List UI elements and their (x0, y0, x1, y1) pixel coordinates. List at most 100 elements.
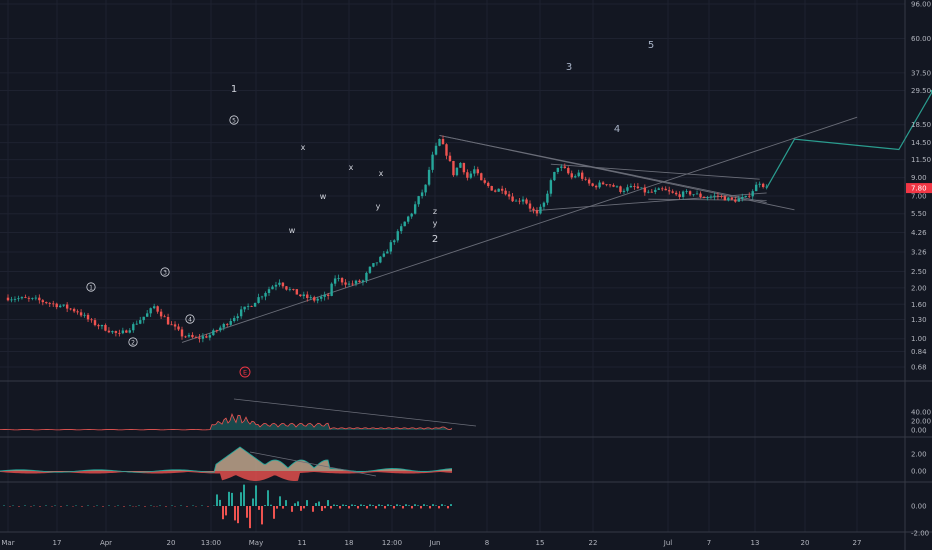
histogram-bar (423, 504, 425, 506)
candle-body (288, 288, 292, 290)
candle-body (528, 203, 532, 209)
price-tick-13: 2.00 (911, 284, 927, 292)
candle-body (187, 334, 191, 337)
candle-body (654, 189, 657, 193)
candle-body (581, 172, 584, 179)
candle-body (647, 191, 650, 193)
panel1-tick-1: 20.00 (911, 418, 931, 426)
candle-body (427, 169, 431, 185)
histogram-bar (360, 504, 362, 506)
candle-body (118, 332, 121, 334)
candle-body (323, 294, 326, 297)
histogram-bar (306, 500, 308, 506)
histogram-bar (246, 506, 248, 518)
price-axis[interactable]: 96.00 60.00 37.50 29.50 18.50 14.50 11.50 9.00 7… (906, 1, 932, 538)
candle-body (626, 187, 629, 191)
candle-body (386, 251, 389, 254)
candle-body (93, 320, 97, 326)
price-tick-7: 9.00 (911, 174, 927, 182)
histogram-bar (294, 503, 296, 506)
candle-body (400, 226, 403, 232)
candle-body (65, 304, 69, 309)
histogram-bar (426, 505, 428, 506)
indicator-marker: E (243, 369, 247, 377)
price-tick-4: 18.50 (911, 121, 931, 129)
time-tick-1: 17 (53, 539, 62, 547)
wave-minor-3-circle (160, 267, 170, 277)
candle-body (692, 194, 695, 196)
histogram-bar (333, 504, 335, 506)
histogram-bar (366, 506, 368, 509)
time-tick-9: Jun (429, 539, 441, 547)
time-axis[interactable]: Mar 17 Apr 20 13:00 May 11 18 12:00 Jun 8 15 22 Jul 7 1… (1, 539, 861, 547)
time-tick-7: 18 (345, 539, 354, 547)
histogram-bar (279, 496, 281, 506)
candle-body (730, 197, 734, 200)
histogram-bar (219, 499, 221, 506)
time-tick-4: 13:00 (201, 539, 221, 547)
candle-body (417, 196, 420, 205)
histogram-bar (438, 506, 440, 509)
candle-body (737, 198, 740, 202)
candle-body (163, 316, 166, 318)
candle-body (24, 297, 27, 298)
histogram-bar (300, 506, 302, 511)
candle-body (83, 314, 86, 316)
candle-body (365, 272, 368, 281)
time-tick-17: 27 (853, 539, 862, 547)
histogram-bar (252, 498, 254, 506)
price-tick-9: 5.50 (911, 210, 927, 218)
price-tick-8: 7.00 (911, 193, 927, 201)
candle-body (253, 302, 257, 307)
candle-body (612, 185, 615, 187)
candle-body (751, 191, 754, 197)
histogram-bar (264, 505, 266, 506)
histogram-bar (384, 506, 386, 509)
candle-body (678, 194, 681, 197)
candle-body (257, 297, 260, 303)
candle-body (549, 180, 553, 194)
candle-body (55, 303, 58, 308)
wave-correction-3: x (379, 169, 384, 178)
price-tick-1: 60.00 (911, 35, 931, 43)
current-price-box (906, 183, 932, 194)
candle-body (38, 297, 41, 301)
candle-body (184, 336, 187, 338)
candle-body (431, 154, 434, 170)
price-tick-12: 2.50 (911, 268, 927, 276)
histogram-bar (324, 506, 326, 509)
histogram-bar (420, 506, 422, 509)
wave-correction-7: y (433, 219, 438, 228)
trendline-major-support (181, 116, 858, 343)
time-tick-0: Mar (1, 539, 14, 547)
histogram-bar (429, 506, 431, 509)
candle-body (702, 197, 706, 199)
candle-body (299, 294, 302, 297)
time-tick-15: 13 (751, 539, 760, 547)
projection-line (766, 91, 932, 189)
candle-body (236, 316, 239, 319)
histogram-bar (390, 505, 392, 506)
candle-body (191, 334, 194, 338)
candle-body (636, 186, 640, 189)
histogram-bar (402, 506, 404, 509)
candle-body (170, 324, 173, 326)
candle-body (497, 188, 500, 192)
price-tick-14: 1.60 (911, 301, 927, 309)
candle-body (570, 173, 573, 178)
wave-correction-4: w (320, 192, 327, 201)
candle-body (104, 324, 107, 331)
candle-body (347, 283, 351, 285)
time-tick-11: 15 (536, 539, 545, 547)
candle-body (354, 280, 358, 284)
candle-body (640, 187, 643, 189)
candle-body (650, 191, 653, 193)
candle-body (441, 139, 445, 145)
wave-correction-1: w (289, 226, 296, 235)
candle-body (125, 330, 128, 333)
candle-body (34, 297, 38, 299)
candle-body (27, 297, 31, 299)
histogram-bar (237, 506, 239, 524)
oscillator-line (0, 412, 453, 431)
